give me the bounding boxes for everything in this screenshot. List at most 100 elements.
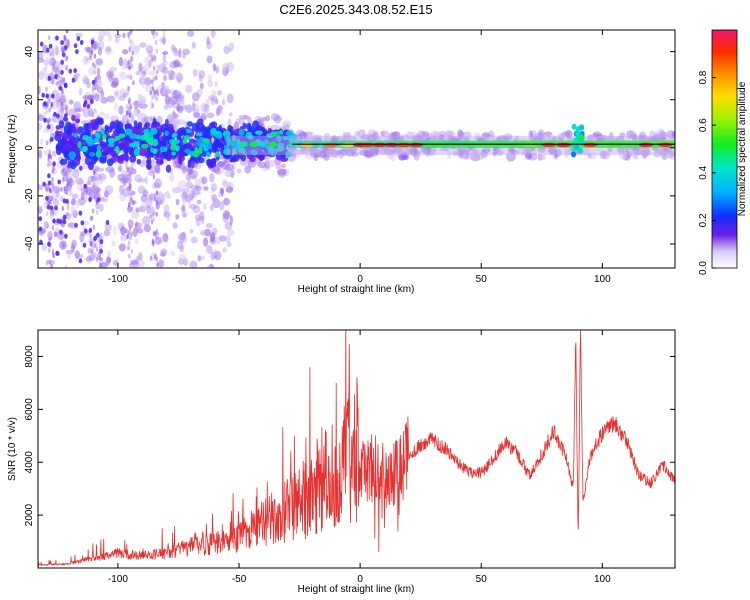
- spec-halo-point: [68, 189, 73, 197]
- spec-faint-point: [209, 204, 214, 212]
- spec-faint-point: [72, 169, 80, 179]
- spec-core-point: [96, 118, 104, 126]
- spec-halo-point: [535, 134, 543, 139]
- spec-streak-point: [155, 190, 159, 196]
- spec-outlier-point: [49, 136, 54, 142]
- spec-faint-point: [110, 81, 118, 88]
- spec-halo-point: [176, 91, 184, 100]
- spec-faint-point: [158, 259, 164, 268]
- spec-faint-point: [173, 59, 181, 68]
- spec-outlier-point: [60, 59, 64, 65]
- spec-faint-point: [199, 82, 204, 90]
- spec-bright-point: [68, 151, 77, 159]
- spec-halo-point: [527, 152, 538, 161]
- spec-halo-point: [487, 134, 496, 142]
- spec-outlier-point: [38, 216, 43, 222]
- spec-halo-point: [154, 182, 161, 189]
- spec-halo-point: [114, 89, 123, 99]
- spec-halo-point: [176, 105, 184, 112]
- spec-faint-point: [118, 243, 126, 252]
- spec-halo-point: [319, 148, 327, 158]
- spec-faint-point: [182, 213, 187, 218]
- spec-streak-point: [150, 116, 153, 122]
- spec-halo-point: [554, 149, 562, 157]
- spec-streak-point: [127, 60, 130, 65]
- spec-outlier-point: [49, 205, 54, 211]
- spec-streak-point: [61, 89, 64, 95]
- spec-streak-point: [93, 69, 97, 75]
- spec-halo-point: [73, 101, 82, 111]
- x-tick-label: -50: [232, 274, 247, 285]
- spec-halo-point: [160, 193, 165, 204]
- spec-outlier-point: [105, 220, 110, 225]
- spec-faint-point: [126, 192, 133, 198]
- spec-halo-point: [639, 131, 646, 136]
- spec-halo-point: [363, 146, 373, 157]
- spec-streak-point: [91, 87, 95, 93]
- spec-streak-point: [64, 56, 68, 62]
- spec-halo-point: [411, 131, 418, 140]
- spec-streak-point: [61, 206, 64, 211]
- spec-halo-point: [75, 113, 81, 118]
- spec-core-point: [258, 153, 264, 162]
- spec-halo-point: [511, 149, 517, 154]
- spec-halo-point: [322, 145, 328, 156]
- spec-faint-point: [207, 80, 214, 88]
- spec-halo-point: [94, 167, 105, 172]
- spec-core-point: [107, 146, 113, 153]
- spec-faint-point: [154, 236, 162, 245]
- spec-streak-point: [63, 35, 67, 41]
- spec-peak: [638, 142, 653, 148]
- spec-halo-point: [561, 131, 566, 137]
- spec-halo-point: [458, 151, 463, 156]
- spec-core-point: [55, 125, 61, 130]
- spec-halo-point: [658, 147, 668, 156]
- spec-core-point: [138, 147, 146, 155]
- spec-faint-point: [175, 72, 184, 83]
- spec-halo-point: [304, 153, 314, 160]
- spec-streak-point: [62, 242, 65, 248]
- spec-halo-point: [494, 146, 500, 154]
- spec-outlier-point: [91, 79, 96, 85]
- spec-outlier-point: [89, 161, 93, 167]
- spec-streak-point: [152, 216, 156, 222]
- spec-streak-point: [125, 110, 129, 116]
- spec-outlier-point: [39, 41, 44, 47]
- spec-faint-point: [97, 251, 101, 261]
- spec-peak: [360, 142, 375, 148]
- spec-faint-point: [112, 259, 119, 267]
- spec-halo-point: [659, 150, 667, 158]
- spec-halo-point: [181, 166, 191, 172]
- spec-faint-point: [145, 227, 150, 232]
- spec-bright-point: [241, 147, 246, 155]
- spec-halo-point: [309, 148, 319, 153]
- spec-faint-point: [214, 98, 219, 105]
- spec-faint-point: [189, 260, 198, 268]
- spec-halo-point: [104, 113, 110, 120]
- spec-faint-point: [38, 205, 43, 214]
- snr-xlabel: Height of straight line (km): [298, 584, 415, 595]
- spec-faint-point: [144, 77, 152, 86]
- spec-halo-point: [298, 131, 308, 139]
- spec-faint-point: [163, 204, 170, 214]
- spec-faint-point: [107, 256, 112, 264]
- spec-streak-point: [151, 30, 154, 35]
- spec-faint-point: [160, 250, 166, 256]
- spec-halo-point: [463, 147, 470, 155]
- spec-streak-point: [89, 233, 92, 239]
- spec-halo-point: [136, 178, 146, 183]
- spec-bright-point: [160, 146, 165, 153]
- y-tick-label: 20: [24, 94, 35, 106]
- spec-halo-point: [65, 171, 73, 181]
- spec-bright-point: [82, 145, 88, 153]
- spec-halo-point: [624, 154, 630, 161]
- spec-bright-point: [238, 129, 245, 136]
- spec-faint-point: [178, 253, 187, 264]
- spec-streak-point: [94, 191, 98, 197]
- spec-halo-point: [654, 129, 661, 140]
- spec-bright-point: [198, 143, 207, 149]
- spec-halo-point: [540, 131, 545, 139]
- spec-faint-point: [170, 44, 176, 52]
- spec-outlier-point: [67, 163, 71, 169]
- spec-streak-point: [153, 192, 157, 198]
